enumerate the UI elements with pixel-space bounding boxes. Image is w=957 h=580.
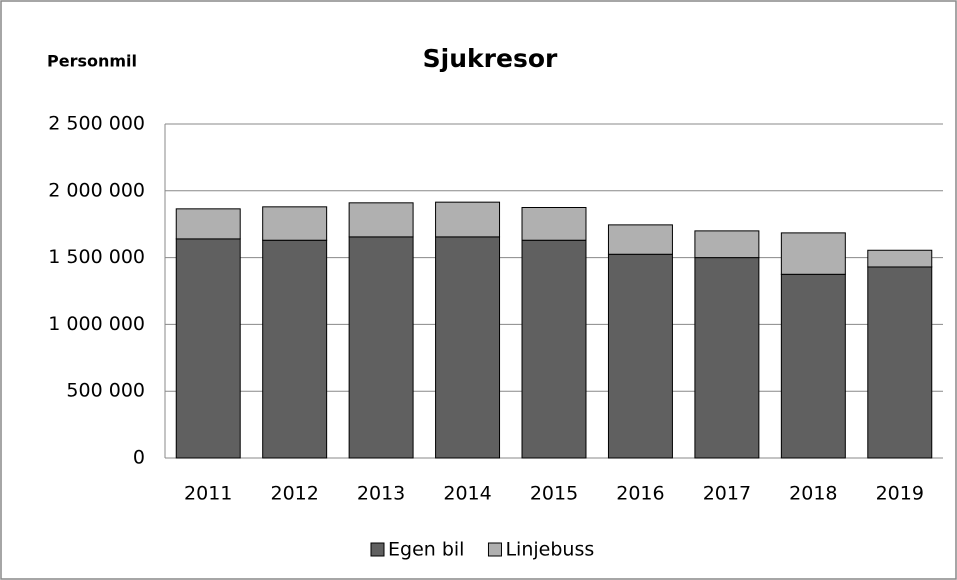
bar-segment [521,239,587,459]
bar-segment [867,266,933,459]
bar-segment [694,257,760,459]
bar-segment [262,239,328,459]
y-tick-label: 0 [133,447,145,469]
x-tick-label: 2017 [703,483,751,505]
legend-label: Linjebuss [505,539,594,561]
x-tick-label: 2015 [530,483,578,505]
bar-segment [607,253,673,459]
y-axis-label: Personmil [47,52,137,71]
bar-segment [348,202,414,238]
x-tick-label: 2016 [616,483,664,505]
bar-segment [262,206,328,241]
bar-segment [435,236,501,459]
bar-segment [435,201,501,238]
x-tick-label: 2014 [443,483,491,505]
y-tick-label: 1 500 000 [48,246,145,268]
bar-segment [867,249,933,268]
x-tick-label: 2012 [270,483,318,505]
bar-segment [694,230,760,259]
bar-segment [780,232,846,275]
bar-segment [780,273,846,459]
legend-label: Egen bil [388,539,464,561]
bar-segment [175,238,241,459]
x-tick-label: 2013 [357,483,405,505]
legend-swatch [487,542,502,557]
x-tick-label: 2019 [876,483,924,505]
legend-swatch [370,542,385,557]
bar-segment [175,208,241,240]
bar-segment [348,236,414,459]
x-tick-label: 2011 [184,483,232,505]
y-tick-label: 2 500 000 [48,113,145,135]
y-tick-label: 2 000 000 [48,179,145,201]
chart-title: Sjukresor [423,44,558,73]
bar-segment [521,207,587,241]
bar-segment [607,224,673,255]
y-tick-label: 1 000 000 [48,313,145,335]
y-tick-label: 500 000 [66,380,145,402]
x-tick-label: 2018 [789,483,837,505]
